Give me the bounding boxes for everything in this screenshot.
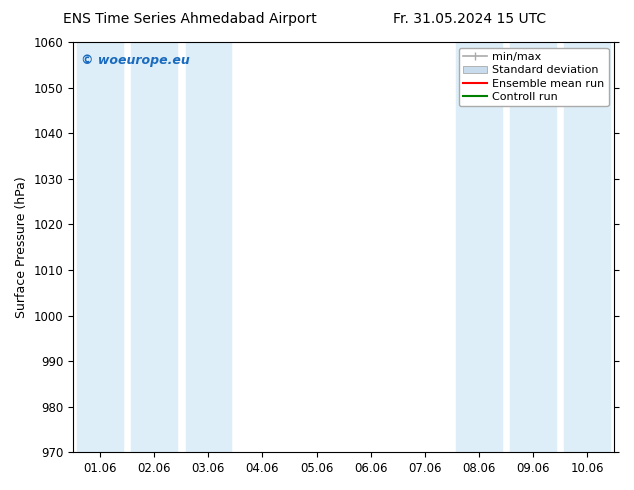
Bar	[131, 42, 177, 452]
Bar	[77, 42, 123, 452]
Text: Fr. 31.05.2024 15 UTC: Fr. 31.05.2024 15 UTC	[392, 12, 546, 26]
Bar	[510, 42, 555, 452]
Text: ENS Time Series Ahmedabad Airport: ENS Time Series Ahmedabad Airport	[63, 12, 317, 26]
Bar	[186, 42, 231, 452]
Bar	[564, 42, 610, 452]
Y-axis label: Surface Pressure (hPa): Surface Pressure (hPa)	[15, 176, 28, 318]
Text: © woeurope.eu: © woeurope.eu	[81, 54, 190, 67]
Legend: min/max, Standard deviation, Ensemble mean run, Controll run: min/max, Standard deviation, Ensemble me…	[458, 48, 609, 106]
Bar	[456, 42, 501, 452]
